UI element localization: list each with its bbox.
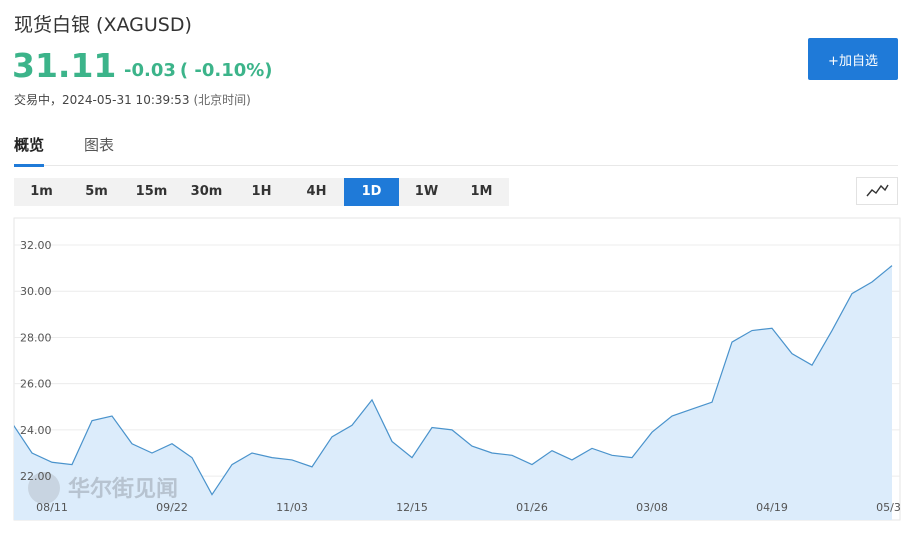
y-tick-label: 28.00 bbox=[20, 331, 52, 344]
period-selector: 1m 5m 15m 30m 1H 4H 1D 1W 1M bbox=[14, 178, 509, 206]
x-tick-label: 08/11 bbox=[36, 501, 68, 514]
period-button[interactable]: 30m bbox=[190, 184, 223, 199]
y-tick-label: 30.00 bbox=[20, 285, 52, 298]
period-button[interactable]: 4H bbox=[306, 184, 327, 199]
watermark: 华尔街见闻 bbox=[28, 472, 178, 504]
plot-area: 华尔街见闻 22.00 24.00 26.00 28.00 30.00 32.00 08/11… bbox=[14, 239, 908, 520]
x-tick-label: 05/31 bbox=[876, 501, 908, 514]
instrument-title: 现货白银 (XAGUSD) bbox=[14, 14, 192, 36]
area bbox=[14, 265, 892, 520]
watermark-text: 华尔街见闻 bbox=[68, 476, 178, 502]
x-tick-label: 11/03 bbox=[276, 501, 308, 514]
tab[interactable]: 概览 bbox=[14, 132, 45, 167]
trading-status: 交易中，2024-05-31 10:39:53 (北京时间) bbox=[14, 91, 251, 108]
tab-bar: 概览 图表 bbox=[14, 132, 898, 167]
last-price: 31.11 bbox=[12, 46, 117, 85]
price-line bbox=[14, 265, 893, 496]
period-button[interactable]: 15m bbox=[135, 184, 168, 199]
x-tick-label: 01/26 bbox=[516, 501, 548, 514]
line-icon bbox=[866, 184, 889, 197]
chart-type-button[interactable] bbox=[856, 177, 898, 205]
period-button[interactable]: 1m bbox=[30, 184, 53, 199]
period-button[interactable]: 1H bbox=[251, 184, 272, 199]
price-change: -0.03( -0.10%) bbox=[124, 60, 277, 81]
change-value: -0.03 bbox=[124, 60, 176, 81]
plot-frame bbox=[13, 217, 901, 521]
status-time: 交易中，2024-05-31 10:39:53 bbox=[14, 93, 190, 107]
x-tick-label: 03/08 bbox=[636, 501, 668, 514]
x-tick-label: 04/19 bbox=[756, 501, 788, 514]
period-button[interactable]: 1M bbox=[470, 184, 493, 199]
change-percent: ( -0.10%) bbox=[179, 60, 273, 81]
x-tick-label: 09/22 bbox=[156, 501, 188, 514]
period-button[interactable]: 1D bbox=[344, 178, 399, 206]
period-button[interactable]: 1W bbox=[414, 184, 439, 199]
period-button[interactable]: 5m bbox=[85, 184, 108, 199]
x-tick-label: 12/15 bbox=[396, 501, 428, 514]
timezone: (北京时间) bbox=[193, 93, 251, 107]
watermark-logo bbox=[28, 472, 60, 504]
tab[interactable]: 图表 bbox=[84, 136, 115, 154]
y-tick-label: 24.00 bbox=[20, 424, 52, 437]
y-tick-label: 22.00 bbox=[20, 470, 52, 483]
y-tick-label: 26.00 bbox=[20, 378, 52, 391]
y-tick-label: 32.00 bbox=[20, 239, 52, 252]
add-watchlist-button[interactable]: +加自选 bbox=[808, 38, 898, 80]
